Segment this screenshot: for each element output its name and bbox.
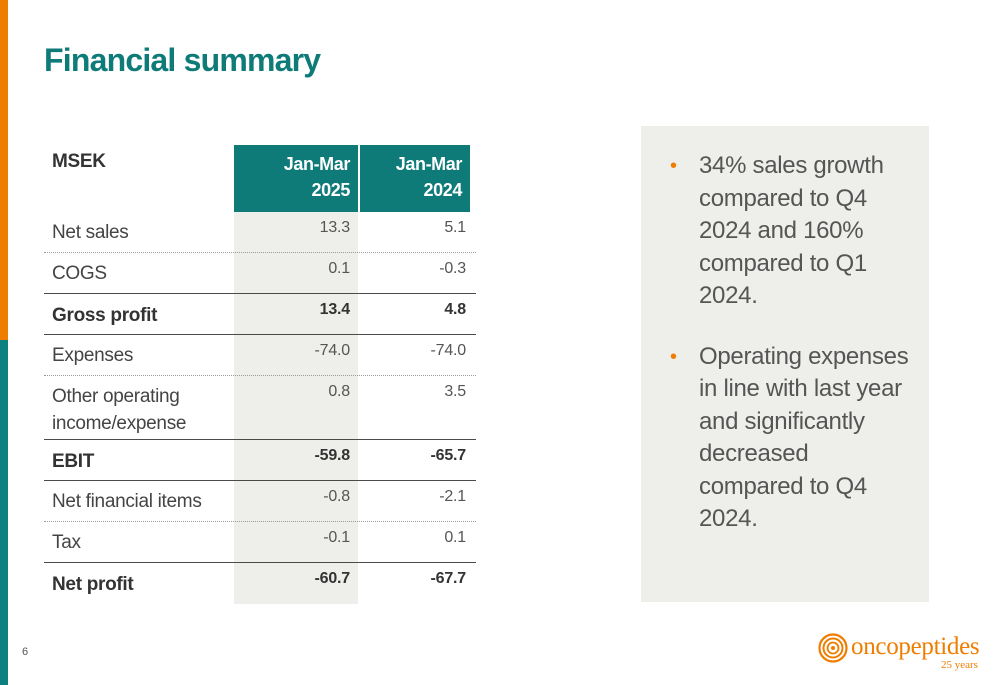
column-header-2024: Jan-Mar 2024	[360, 145, 470, 212]
table-row: Net profit -60.7 -67.7	[44, 563, 476, 603]
highlights-panel: • 34% sales growth compared to Q4 2024 a…	[641, 126, 929, 602]
table-row: Net sales 13.3 5.1	[44, 212, 476, 253]
row-label: Expenses	[52, 345, 134, 366]
column-shade-2025	[234, 211, 358, 604]
accent-bar-teal	[0, 340, 8, 685]
row-label: Other operating income/expense	[52, 386, 187, 434]
value-2024: -65.7	[430, 447, 467, 464]
value-2025: 0.8	[328, 383, 350, 400]
value-2025: -59.8	[314, 447, 351, 464]
value-2024: -2.1	[439, 488, 466, 505]
value-2025: -0.8	[323, 488, 350, 505]
bullet-icon: •	[670, 345, 677, 368]
value-2025: 13.4	[319, 301, 351, 318]
table-header: MSEK Jan-Mar 2025 Jan-Mar 2024	[44, 145, 476, 212]
value-2024: 4.8	[444, 301, 466, 318]
table-row: EBIT -59.8 -65.7	[44, 440, 476, 481]
value-2024: -74.0	[430, 342, 467, 359]
value-2024: -67.7	[430, 570, 467, 587]
value-2025: 13.3	[319, 219, 351, 236]
value-2024: 0.1	[444, 529, 466, 546]
row-label: Net profit	[52, 574, 134, 595]
row-label: COGS	[52, 263, 107, 284]
table-row: Tax -0.1 0.1	[44, 522, 476, 563]
highlight-item: • Operating expenses in line with last y…	[670, 342, 909, 533]
logo-wordmark: oncopeptides	[851, 633, 980, 660]
unit-label: MSEK	[52, 151, 106, 172]
row-label: Gross profit	[52, 305, 158, 326]
logo-swirl-icon	[818, 633, 848, 663]
value-2024: 3.5	[444, 383, 466, 400]
table-row: Other operating income/expense 0.8 3.5	[44, 376, 476, 440]
logo-tagline: 25 years	[941, 659, 978, 671]
column-shade-2024	[360, 211, 470, 604]
company-logo: oncopeptides 25 years	[818, 630, 983, 672]
value-2025: -74.0	[314, 342, 351, 359]
value-2024: 5.1	[444, 219, 466, 236]
row-label: Tax	[52, 532, 81, 553]
bullet-icon: •	[670, 155, 677, 177]
table-row: Gross profit 13.4 4.8	[44, 294, 476, 335]
value-2025: -60.7	[314, 570, 351, 587]
highlight-item: • 34% sales growth compared to Q4 2024 a…	[670, 152, 884, 309]
value-2024: -0.3	[439, 260, 466, 277]
table-row: Net financial items -0.8 -2.1	[44, 481, 476, 522]
highlights-list: • 34% sales growth compared to Q4 2024 a…	[668, 150, 913, 564]
accent-bar-orange	[0, 0, 8, 340]
row-label: EBIT	[52, 451, 95, 472]
column-header-2025: Jan-Mar 2025	[234, 145, 358, 212]
table-row: Expenses -74.0 -74.0	[44, 335, 476, 376]
value-2025: 0.1	[328, 260, 350, 277]
row-label: Net sales	[52, 222, 129, 243]
financial-table: MSEK Jan-Mar 2025 Jan-Mar 2024 Net sales…	[44, 145, 476, 604]
page-number: 6	[22, 646, 29, 658]
row-label: Net financial items	[52, 491, 202, 512]
table-row: COGS 0.1 -0.3	[44, 253, 476, 294]
value-2025: -0.1	[323, 529, 350, 546]
slide-title: Financial summary	[44, 42, 321, 78]
